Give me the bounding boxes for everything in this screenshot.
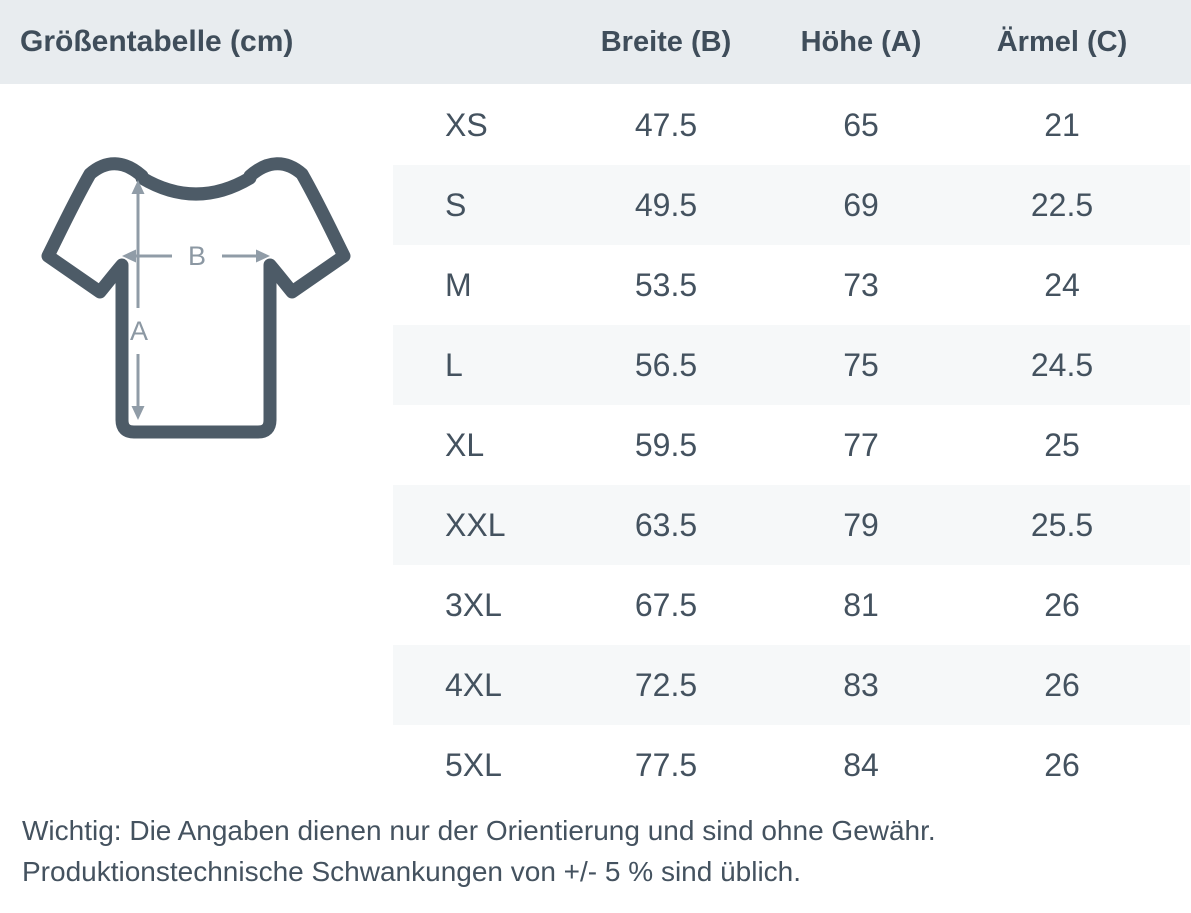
table-row: L 56.5 75 24.5 — [393, 325, 1190, 405]
tshirt-icon: A B — [41, 157, 351, 439]
column-header-breite: Breite (B) — [600, 25, 732, 58]
tshirt-measurement-diagram: A B — [20, 140, 380, 470]
table-row: S 49.5 69 22.5 — [393, 165, 1190, 245]
size-cell: XXL — [445, 506, 506, 543]
table-row: XXL 63.5 79 25.5 — [393, 485, 1190, 565]
breite-cell: 77.5 — [634, 746, 698, 783]
column-header-hoehe: Höhe (A) — [800, 25, 922, 58]
height-arrow — [131, 180, 145, 420]
breite-cell: 56.5 — [634, 346, 698, 383]
column-headers: Breite (B) Höhe (A) Ärmel (C) — [393, 0, 1190, 84]
aermel-cell: 26 — [1044, 586, 1080, 623]
table-row: 4XL 72.5 83 26 — [393, 645, 1190, 725]
breite-cell: 63.5 — [634, 506, 698, 543]
breite-cell: 72.5 — [634, 666, 698, 703]
table-row: XS 47.5 65 21 — [393, 85, 1190, 165]
table-row: 5XL 77.5 84 26 — [393, 725, 1190, 805]
hoehe-cell: 83 — [843, 666, 879, 703]
aermel-cell: 22.5 — [1030, 186, 1094, 223]
size-cell: S — [445, 186, 467, 223]
size-table: XS 47.5 65 21 S 49.5 69 22.5 M 53.5 73 2… — [393, 85, 1190, 805]
size-cell: 4XL — [445, 666, 502, 703]
aermel-cell: 26 — [1044, 666, 1080, 703]
size-cell: 5XL — [445, 746, 502, 783]
width-label: B — [188, 241, 206, 271]
table-header-bar: Größentabelle (cm) Breite (B) Höhe (A) Ä… — [0, 0, 1191, 84]
hoehe-cell: 65 — [843, 106, 879, 143]
breite-cell: 49.5 — [634, 186, 698, 223]
size-cell: XS — [445, 106, 488, 143]
size-cell: XL — [445, 426, 485, 463]
hoehe-cell: 79 — [843, 506, 879, 543]
table-row: 3XL 67.5 81 26 — [393, 565, 1190, 645]
size-cell: 3XL — [445, 586, 502, 623]
column-header-aermel: Ärmel (C) — [996, 25, 1128, 58]
table-row: XL 59.5 77 25 — [393, 405, 1190, 485]
hoehe-cell: 77 — [843, 426, 879, 463]
footer-line-1: Wichtig: Die Angaben dienen nur der Orie… — [22, 815, 936, 846]
hoehe-cell: 69 — [843, 186, 879, 223]
aermel-cell: 25 — [1044, 426, 1080, 463]
width-arrow — [122, 249, 270, 263]
collar-line — [135, 171, 257, 201]
aermel-cell: 24.5 — [1030, 346, 1094, 383]
breite-cell: 47.5 — [634, 106, 698, 143]
breite-cell: 67.5 — [634, 586, 698, 623]
aermel-cell: 26 — [1044, 746, 1080, 783]
hoehe-cell: 75 — [843, 346, 879, 383]
footer-line-2: Produktionstechnische Schwankungen von +… — [22, 856, 802, 887]
table-row: M 53.5 73 24 — [393, 245, 1190, 325]
page-title: Größentabelle (cm) — [20, 25, 294, 58]
size-cell: L — [445, 346, 463, 383]
footer-note: Wichtig: Die Angaben dienen nur der Orie… — [22, 810, 936, 892]
hoehe-cell: 73 — [843, 266, 879, 303]
hoehe-cell: 84 — [843, 746, 879, 783]
breite-cell: 53.5 — [634, 266, 698, 303]
aermel-cell: 25.5 — [1030, 506, 1094, 543]
hoehe-cell: 81 — [843, 586, 879, 623]
aermel-cell: 21 — [1044, 106, 1080, 143]
height-label: A — [130, 316, 148, 346]
breite-cell: 59.5 — [634, 426, 698, 463]
size-cell: M — [445, 266, 472, 303]
aermel-cell: 24 — [1044, 266, 1080, 303]
